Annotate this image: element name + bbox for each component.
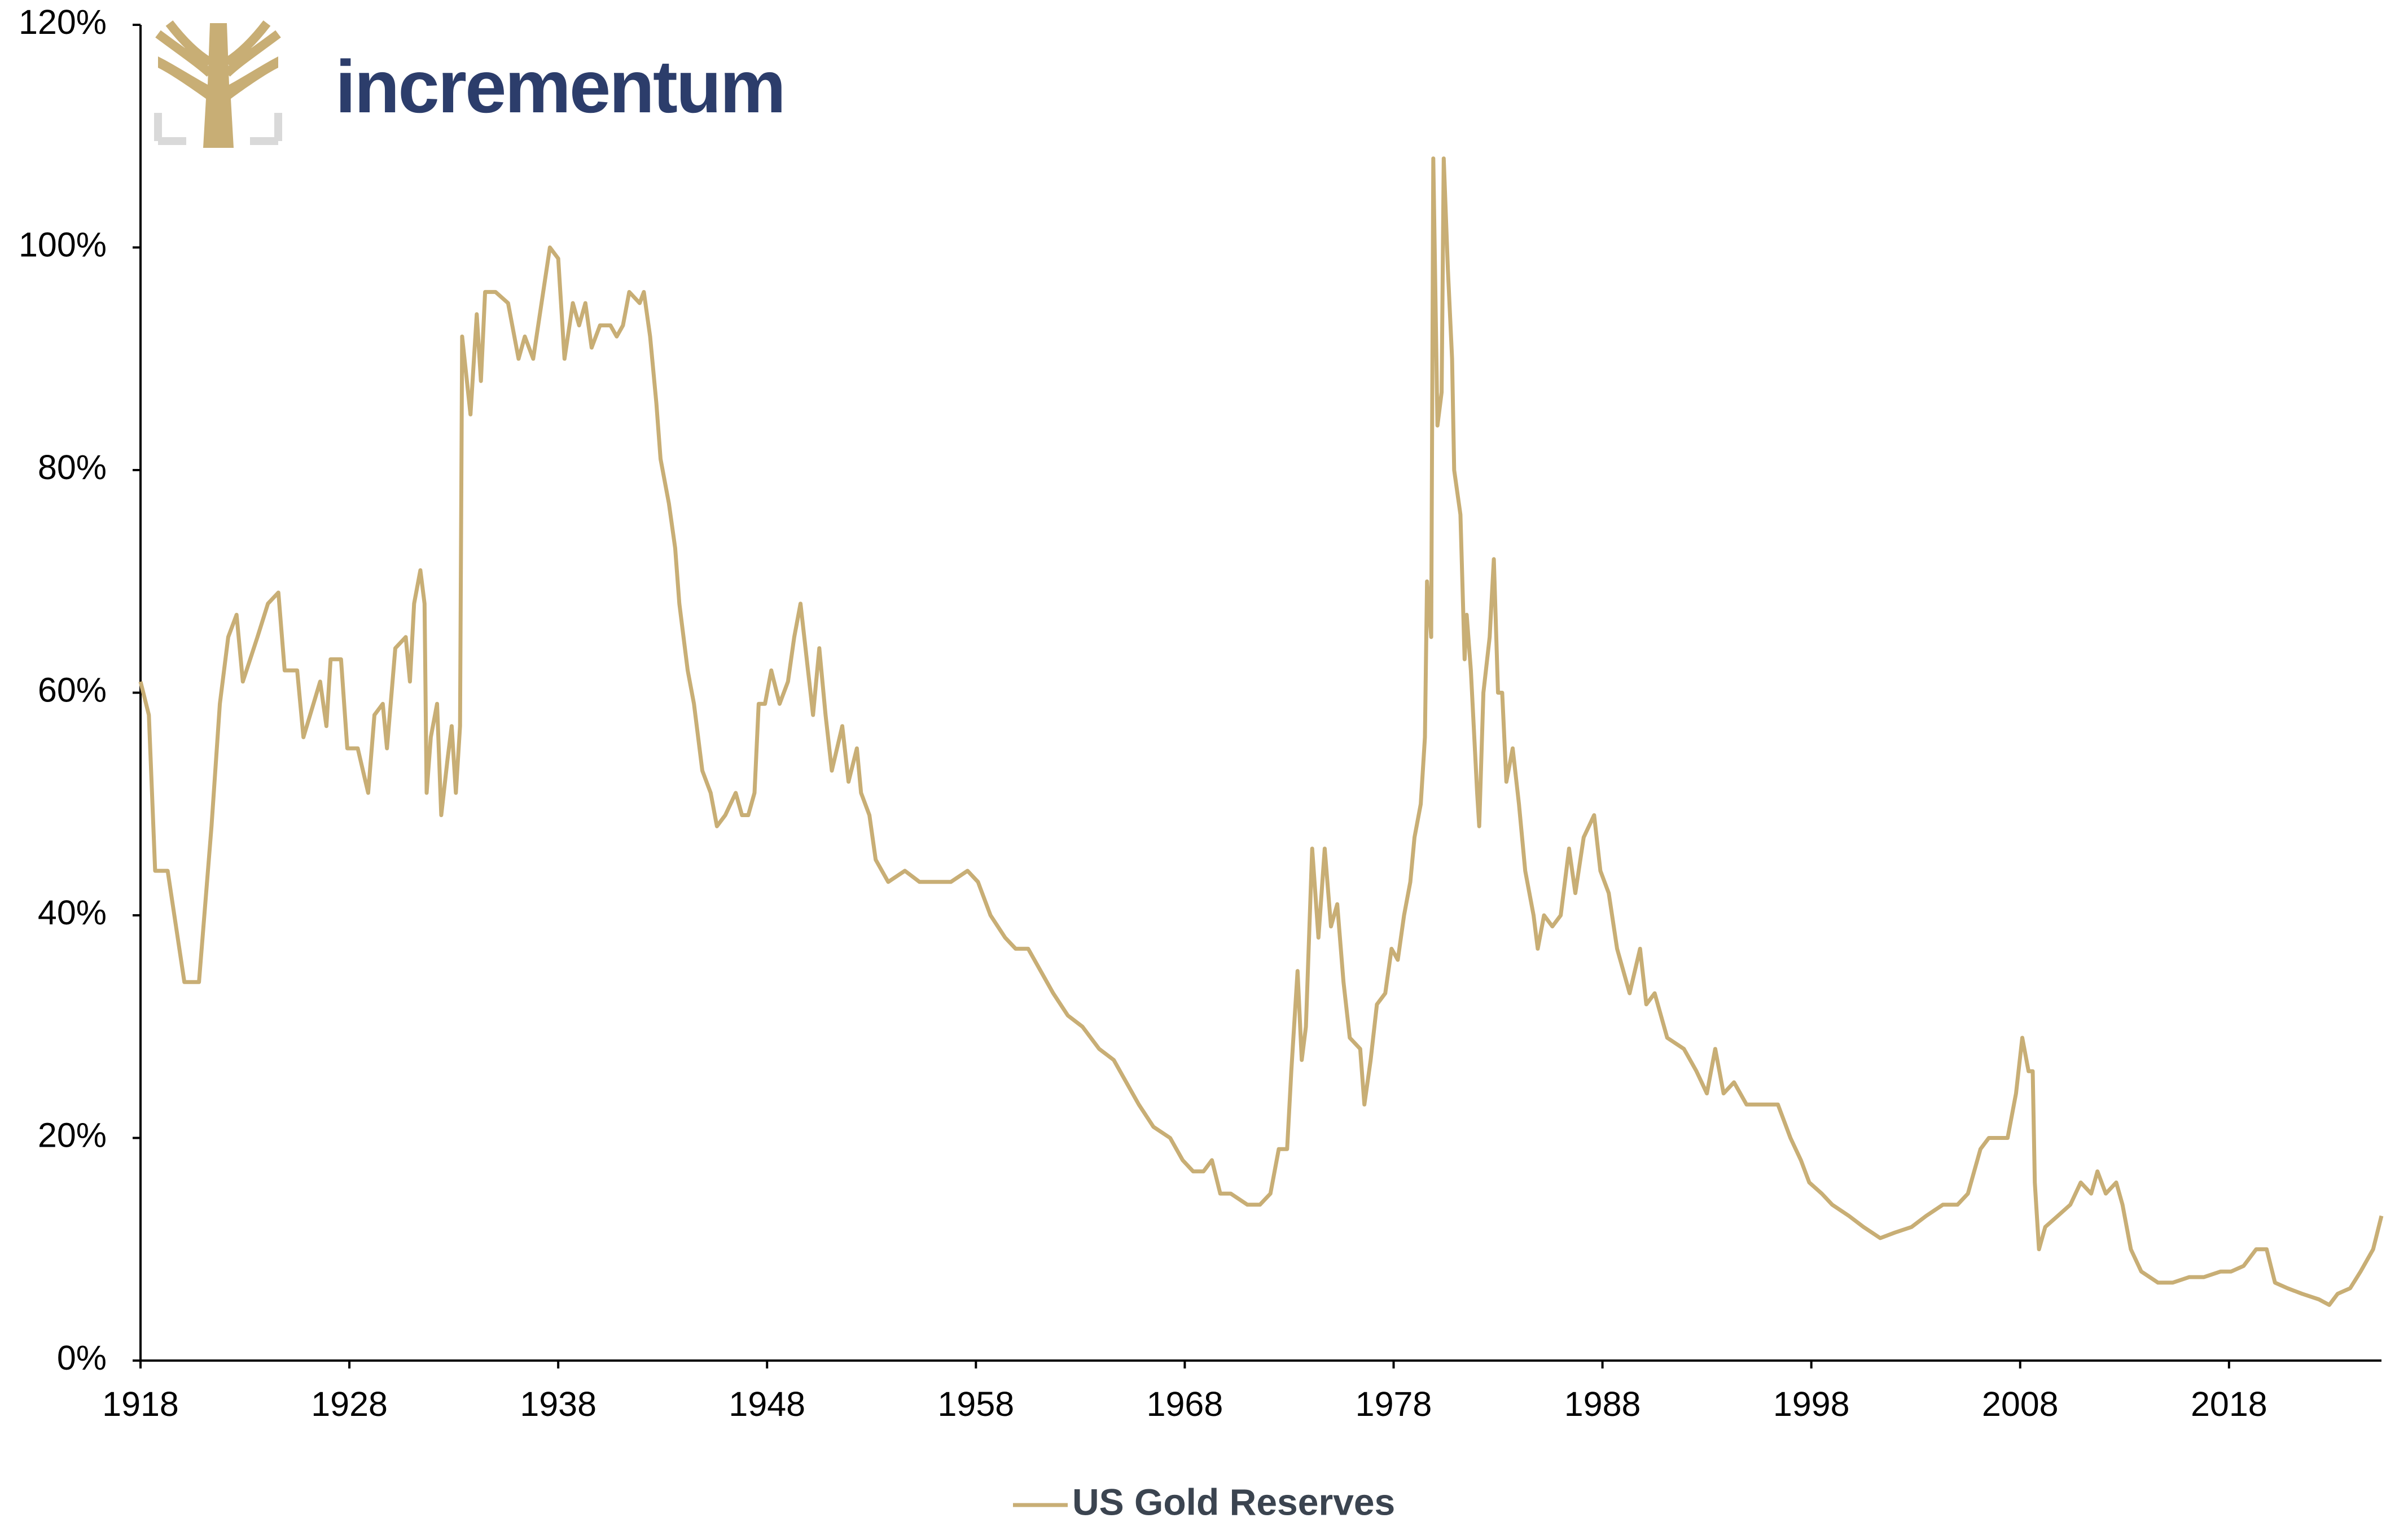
y-tick-label: 20%	[38, 1116, 107, 1155]
y-tick-label: 120%	[19, 3, 107, 41]
logo-text: incrementum	[335, 45, 784, 128]
x-tick-label: 1998	[1773, 1385, 1850, 1423]
x-tick-label: 1988	[1564, 1385, 1641, 1423]
y-tick-label: 0%	[57, 1339, 107, 1377]
x-tick-label: 1938	[520, 1385, 596, 1423]
x-tick-label: 1928	[311, 1385, 388, 1423]
x-tick-label: 1958	[937, 1385, 1014, 1423]
legend-label: US Gold Reserves	[1072, 1481, 1395, 1523]
x-tick-label: 1978	[1356, 1385, 1432, 1423]
logo-icon	[154, 20, 282, 148]
y-tick-label: 40%	[38, 893, 107, 932]
series-line	[138, 156, 2384, 1307]
y-tick-label: 60%	[38, 671, 107, 709]
x-tick-label: 1948	[729, 1385, 805, 1423]
x-tick-label: 1918	[102, 1385, 179, 1423]
y-tick-label: 80%	[38, 448, 107, 486]
x-tick-label: 2008	[1982, 1385, 2059, 1423]
x-tick-label: 1968	[1147, 1385, 1223, 1423]
x-tick-label: 2018	[2191, 1385, 2267, 1423]
y-tick-label: 100%	[19, 226, 107, 264]
